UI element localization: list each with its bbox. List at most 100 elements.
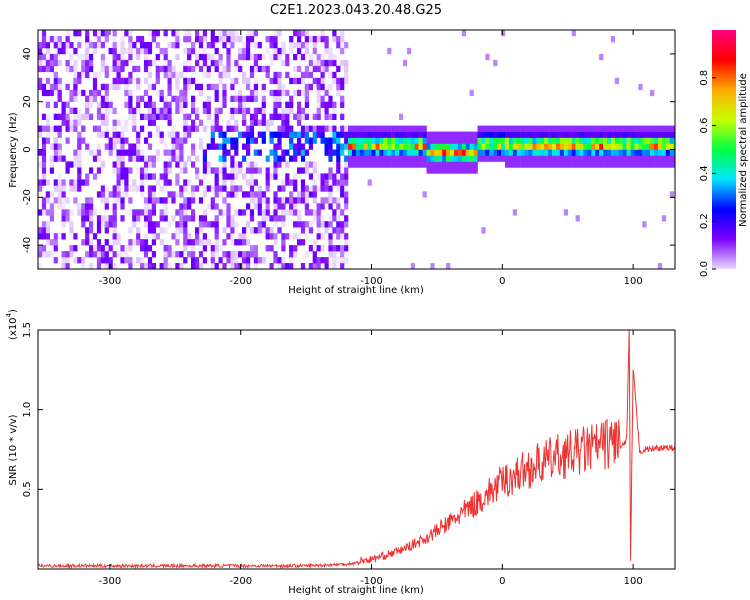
y-tick-label: 1.0	[22, 402, 33, 418]
heatmap-cell	[108, 47, 113, 55]
heatmap-cell	[85, 227, 90, 234]
heatmap-cell	[155, 125, 160, 132]
heatmap-cell	[85, 71, 90, 79]
heatmap-cell	[49, 191, 54, 198]
heatmap-cell	[277, 101, 282, 108]
heatmap-cell	[159, 137, 164, 144]
colorbar-tick-label: 0.4	[699, 165, 710, 181]
heatmap-cell	[269, 173, 274, 180]
colorbar-label: Normalized spectral amplitude	[738, 73, 749, 227]
heatmap-cell	[81, 239, 86, 246]
heatmap-cell	[116, 119, 121, 126]
heatmap-cell	[65, 42, 70, 49]
heatmap-cell	[351, 149, 357, 156]
heatmap-cell	[73, 47, 78, 55]
heatmap-cell	[453, 143, 459, 150]
heatmap-cell	[112, 221, 117, 228]
heatmap-cell	[297, 119, 302, 126]
heatmap-cell	[328, 239, 333, 246]
heatmap-cell	[324, 257, 329, 264]
heatmap-cell	[642, 131, 647, 138]
heatmap-cell	[147, 71, 153, 79]
heatmap-cell	[485, 131, 490, 138]
heatmap-cell	[673, 149, 675, 156]
heatmap-cell	[108, 143, 113, 150]
heatmap-cell	[607, 161, 612, 168]
heatmap-cell	[112, 47, 117, 55]
heatmap-cell	[399, 143, 404, 150]
heatmap-cell	[465, 131, 470, 138]
heatmap-cell	[375, 149, 380, 156]
heatmap-cell	[297, 215, 302, 222]
heatmap-cell	[406, 47, 412, 55]
heatmap-cell	[340, 233, 345, 240]
heatmap-cell	[532, 137, 537, 144]
heatmap-cell	[65, 125, 70, 132]
heatmap-cell	[85, 179, 90, 186]
heatmap-cell	[163, 95, 168, 102]
heatmap-cell	[406, 149, 412, 156]
heatmap-cell	[57, 59, 62, 67]
heatmap-cell	[143, 263, 149, 269]
heatmap-cell	[249, 89, 255, 97]
heatmap-cell	[630, 137, 635, 144]
heatmap-cell	[143, 239, 149, 246]
heatmap-cell	[312, 263, 317, 269]
heatmap-cell	[355, 131, 360, 138]
heatmap-cell	[336, 179, 341, 186]
heatmap-cell	[453, 155, 459, 162]
heatmap-cell	[308, 173, 313, 180]
heatmap-cell	[57, 155, 62, 162]
heatmap-cell	[198, 227, 204, 234]
heatmap-cell	[285, 131, 290, 138]
heatmap-cell	[603, 155, 608, 162]
heatmap-cell	[175, 143, 180, 150]
heatmap-cell	[340, 143, 345, 150]
heatmap-cell	[265, 197, 270, 204]
heatmap-cell	[132, 215, 137, 222]
heatmap-cell	[100, 101, 105, 108]
heatmap-cell	[658, 149, 663, 156]
heatmap-cell	[171, 42, 176, 49]
heatmap-cell	[246, 161, 251, 168]
heatmap-cell	[202, 30, 207, 37]
heatmap-cell	[163, 209, 168, 216]
heatmap-cell	[328, 221, 333, 228]
heatmap-cell	[167, 89, 172, 97]
heatmap-cell	[281, 42, 286, 49]
heatmap-cell	[344, 233, 349, 240]
heatmap-cell	[96, 191, 102, 198]
heatmap-cell	[187, 47, 192, 55]
heatmap-cell	[508, 131, 514, 138]
heatmap-cell	[108, 137, 113, 144]
heatmap-cell	[140, 245, 145, 252]
heatmap-cell	[626, 137, 631, 144]
heatmap-cell	[410, 143, 415, 150]
heatmap-cell	[100, 257, 105, 264]
heatmap-cell	[661, 143, 667, 150]
heatmap-cell	[183, 101, 188, 108]
heatmap-cell	[57, 83, 62, 91]
y-tick-label: 20	[22, 95, 33, 108]
heatmap-cell	[57, 77, 62, 85]
heatmap-cell	[124, 125, 129, 132]
heatmap-cell	[183, 137, 188, 144]
heatmap-cell	[45, 179, 50, 186]
heatmap-cell	[579, 155, 584, 162]
heatmap-cell	[348, 143, 353, 150]
heatmap-cell	[89, 65, 94, 73]
heatmap-cell	[269, 215, 274, 222]
heatmap-cell	[583, 137, 588, 144]
heatmap-cell	[167, 77, 172, 85]
heatmap-cell	[595, 155, 600, 162]
heatmap-cell	[567, 137, 572, 144]
heatmap-cell	[626, 155, 631, 162]
heatmap-cell	[269, 36, 274, 43]
heatmap-cell	[516, 137, 521, 144]
heatmap-cell	[234, 221, 239, 228]
heatmap-cell	[214, 107, 219, 114]
heatmap-cell	[49, 251, 54, 258]
heatmap-cell	[293, 30, 298, 37]
heatmap-cell	[665, 125, 670, 132]
heatmap-cell	[100, 215, 105, 222]
